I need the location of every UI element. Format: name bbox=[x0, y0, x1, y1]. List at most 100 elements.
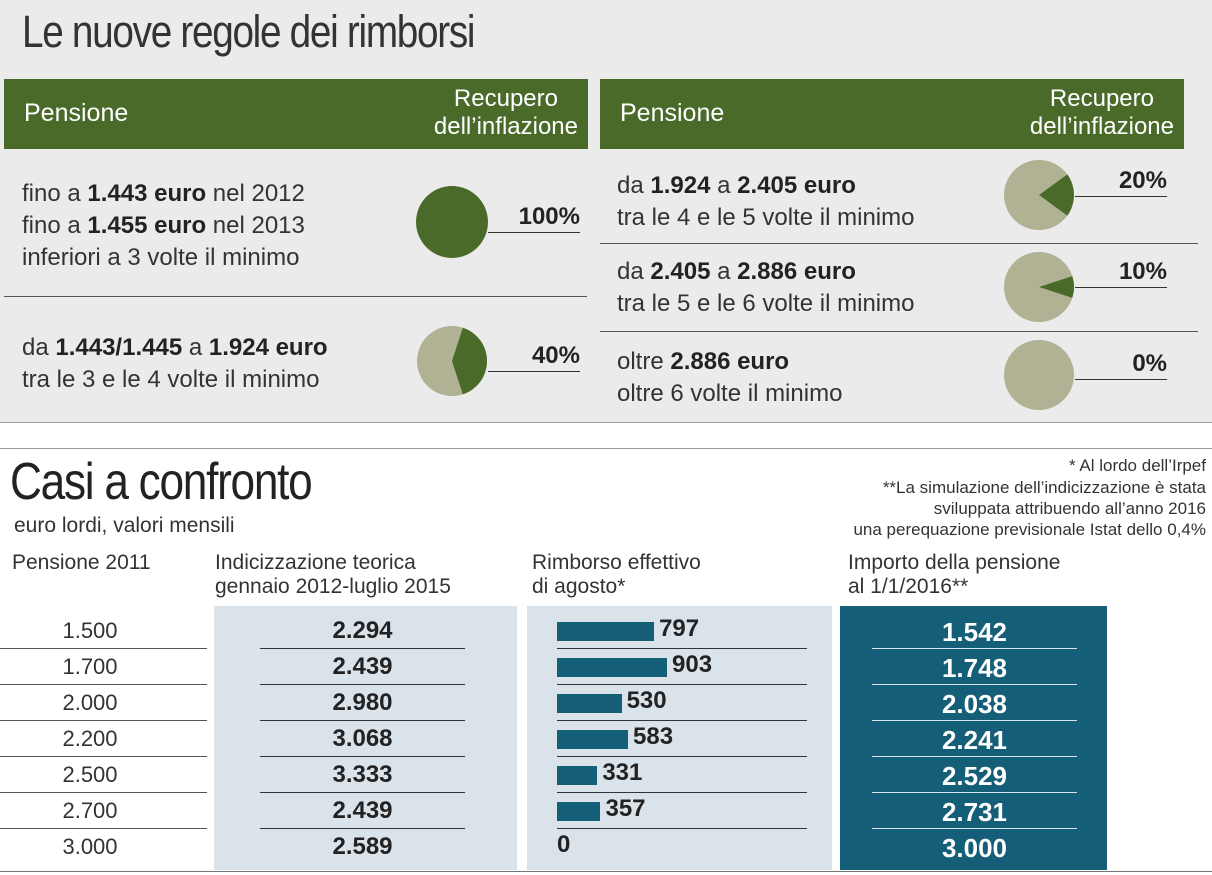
bracket-line: inferiori a 3 volte il minimo bbox=[22, 242, 305, 274]
table-row-separator bbox=[260, 684, 465, 685]
bracket-text: nel 2013 bbox=[206, 212, 305, 239]
table-row-separator bbox=[557, 720, 807, 721]
bracket-line: tra le 4 e le 5 volte il minimo bbox=[617, 202, 914, 234]
table-row-separator bbox=[557, 792, 807, 793]
bracket-amount: 2.886 euro bbox=[670, 348, 790, 375]
bracket-amount: 2.405 bbox=[650, 258, 711, 285]
refund-bar bbox=[557, 766, 598, 785]
bracket-text: da bbox=[617, 172, 651, 199]
bracket-text: tra le 5 e le 6 volte il minimo bbox=[617, 290, 915, 317]
header-recovery-label: Recupero dell’inflazione bbox=[433, 85, 578, 140]
refund-value: 797 bbox=[659, 615, 700, 642]
percentage-leader-line bbox=[1075, 379, 1167, 380]
pension-2011-value: 1.700 bbox=[62, 654, 118, 679]
amount-value: 3.000 bbox=[941, 833, 1008, 863]
table-row-separator bbox=[0, 756, 207, 757]
indexation-value: 2.980 bbox=[332, 689, 393, 716]
refund-value: 331 bbox=[602, 759, 643, 786]
comparison-title: Casi a confronto bbox=[10, 453, 313, 511]
column-header-refund: Rimborso effettivo di agosto* bbox=[532, 551, 701, 598]
table-row-separator bbox=[0, 648, 207, 649]
bracket-description: fino a 1.443 euro nel 2012 fino a 1.455 e… bbox=[22, 178, 305, 274]
table-row-separator bbox=[260, 828, 465, 829]
refund-value: 357 bbox=[605, 795, 646, 822]
bracket-line: tra le 3 e le 4 volte il minimo bbox=[22, 364, 328, 396]
recovery-percentage: 10% bbox=[1118, 258, 1167, 285]
pension-2011-value: 2.000 bbox=[62, 690, 118, 715]
pie-recovery-slice bbox=[1039, 174, 1074, 216]
bracket-line: oltre 6 volte il minimo bbox=[617, 378, 842, 410]
table-row-separator bbox=[872, 828, 1077, 829]
indexation-value: 3.333 bbox=[332, 761, 393, 788]
amount-value: 2.529 bbox=[941, 761, 1008, 791]
bracket-line: da 1.924 a 2.405 euro bbox=[617, 170, 914, 202]
refund-bar bbox=[557, 802, 601, 821]
percentage-leader-line bbox=[488, 232, 580, 233]
table-row-separator bbox=[260, 756, 465, 757]
bracket-description: oltre 2.886 euro oltre 6 volte il minimo bbox=[617, 346, 842, 410]
header-right: Pensione Recupero dell’inflazione bbox=[600, 79, 1184, 149]
bracket-line: da 1.443/1.445 a 1.924 euro bbox=[22, 332, 328, 364]
recovery-pie-chart bbox=[416, 186, 488, 258]
section-divider bbox=[0, 422, 1212, 423]
page-title: Le nuove regole dei rimborsi bbox=[22, 6, 476, 57]
indexation-value: 2.439 bbox=[332, 653, 393, 680]
amount-value: 2.241 bbox=[941, 725, 1008, 755]
bracket-text: da bbox=[22, 334, 56, 361]
refund-bar bbox=[557, 694, 622, 713]
recovery-percentage: 40% bbox=[531, 342, 580, 369]
indexation-value: 2.439 bbox=[332, 797, 393, 824]
bracket-text: oltre bbox=[617, 348, 671, 375]
amount-panel bbox=[840, 606, 1107, 870]
bracket-line: da 2.405 a 2.886 euro bbox=[617, 256, 914, 288]
recovery-pie-chart bbox=[1004, 340, 1074, 410]
percentage-leader-line bbox=[1075, 287, 1167, 288]
percentage-leader-line bbox=[488, 371, 580, 372]
indexation-value: 2.294 bbox=[332, 617, 393, 644]
pie-recovery-slice bbox=[1039, 276, 1074, 298]
table-row-separator bbox=[260, 792, 465, 793]
bottom-rule bbox=[0, 871, 1212, 872]
amount-value: 2.731 bbox=[941, 797, 1008, 827]
bracket-text: a bbox=[710, 172, 738, 199]
bracket-line: fino a 1.455 euro nel 2013 bbox=[22, 210, 305, 242]
pension-2011-value: 2.700 bbox=[62, 798, 118, 823]
header-pension-label: Pensione bbox=[620, 99, 725, 127]
table-row-separator bbox=[0, 828, 207, 829]
table-row-separator bbox=[557, 828, 807, 829]
indexation-panel bbox=[214, 606, 517, 870]
amount-value: 2.038 bbox=[941, 689, 1008, 719]
table-row-separator bbox=[872, 648, 1077, 649]
table-row-separator bbox=[260, 720, 465, 721]
recovery-pie-chart bbox=[1004, 160, 1074, 230]
bracket-line: oltre 2.886 euro bbox=[617, 346, 842, 378]
table-row-separator bbox=[872, 756, 1077, 757]
bracket-text: a bbox=[710, 258, 738, 285]
pension-2011-value: 2.500 bbox=[62, 762, 118, 787]
section-divider bbox=[0, 448, 1212, 449]
bracket-amount: 1.455 euro bbox=[87, 212, 207, 239]
header-pension-label: Pensione bbox=[24, 99, 129, 127]
table-row-separator bbox=[260, 648, 465, 649]
recovery-percentage: 0% bbox=[1132, 350, 1167, 377]
refund-value: 583 bbox=[633, 723, 674, 750]
bracket-text: oltre 6 volte il minimo bbox=[617, 380, 843, 407]
column-header-amount: Importo della pensione al 1/1/2016** bbox=[848, 551, 1061, 598]
percentage-leader-line bbox=[1075, 196, 1167, 197]
bracket-text: tra le 4 e le 5 volte il minimo bbox=[617, 204, 915, 231]
bracket-text: inferiori a 3 volte il minimo bbox=[22, 244, 300, 271]
bracket-amount: 1.924 euro bbox=[208, 334, 328, 361]
indexation-value: 2.589 bbox=[332, 833, 393, 860]
bracket-text: da bbox=[617, 258, 651, 285]
amount-value: 1.748 bbox=[941, 653, 1008, 683]
recovery-percentage: 20% bbox=[1118, 167, 1167, 194]
bracket-text: fino a bbox=[22, 212, 88, 239]
row-separator bbox=[600, 243, 1198, 244]
bracket-description: da 1.924 a 2.405 euro tra le 4 e le 5 vol… bbox=[617, 170, 914, 234]
recovery-pie-chart bbox=[417, 326, 487, 396]
header-left: Pensione Recupero dell’inflazione bbox=[4, 79, 588, 149]
table-row-separator bbox=[0, 720, 207, 721]
table-row-separator bbox=[0, 684, 207, 685]
bracket-line: fino a 1.443 euro nel 2012 bbox=[22, 178, 305, 210]
table-row-separator bbox=[557, 648, 807, 649]
